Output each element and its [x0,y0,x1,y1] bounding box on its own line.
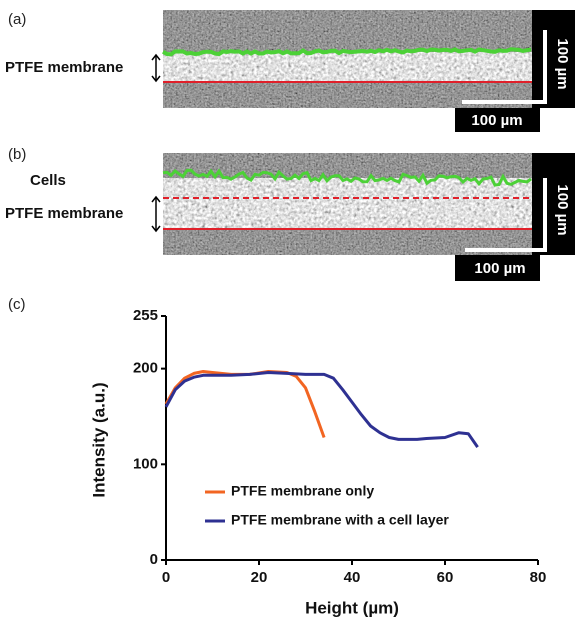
panel-label: (a) [8,11,26,28]
scale-bg [455,108,540,132]
surface-line [162,47,532,57]
scale-label: 100 µm [474,260,525,277]
arrow [151,53,161,83]
scale-label: 100 µm [554,184,571,235]
surface-line [162,168,532,187]
x-tick-label: 0 [162,569,170,586]
scale-label: 100 µm [554,38,571,89]
panel-label: (b) [8,146,26,163]
scale-bar [465,178,547,252]
annotation: PTFE membrane [5,59,123,76]
series-line [164,371,479,448]
scale-bar [462,30,547,104]
arrow [151,195,161,233]
legend-label: PTFE membrane with a cell layer [231,512,449,528]
x-tick-label: 60 [437,569,454,586]
y-axis-label: Intensity (a.u.) [89,382,108,497]
panel-label: (c) [8,296,26,313]
scale-label: 100 µm [471,112,522,129]
annotation: Cells [30,172,66,189]
x-tick-label: 40 [344,569,361,586]
x-axis-label: Height (µm) [305,598,399,617]
y-tick-label: 200 [133,360,158,377]
scale-bg [455,255,540,281]
annotation: PTFE membrane [5,205,123,222]
y-tick-label: 255 [133,307,158,324]
membrane-band [163,178,532,228]
x-tick-label: 20 [251,569,268,586]
series-line [164,370,326,439]
y-tick-label: 0 [150,551,158,568]
x-tick-label: 80 [530,569,547,586]
plot: 0 100 200 255 0 20 40 60 80 PTFE membrane only PTF… [133,307,546,586]
membrane-band [163,52,532,83]
y-tick-label: 100 [133,455,158,472]
legend-label: PTFE membrane only [231,483,374,499]
